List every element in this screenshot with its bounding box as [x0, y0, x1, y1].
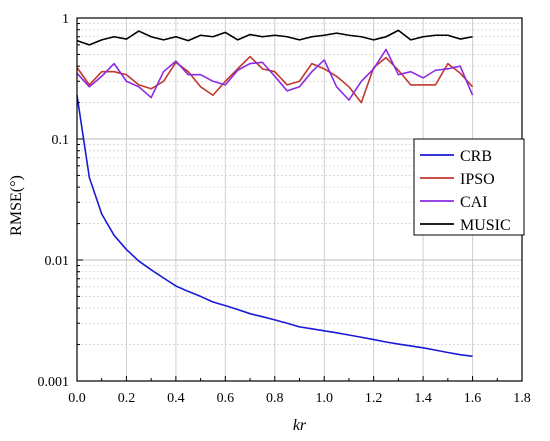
series-line-cai: [76, 48, 474, 101]
legend-label-ipso: IPSO: [460, 171, 495, 188]
y-tick-label: 0.01: [45, 254, 70, 269]
x-tick-label: 0.4: [167, 391, 185, 406]
x-tick-label: 0.0: [68, 391, 86, 406]
x-tick-label: 1.2: [365, 391, 383, 406]
x-axis-title: kr: [293, 417, 307, 434]
series-line-ipso: [76, 55, 474, 104]
x-tick-label: 1.8: [513, 391, 531, 406]
y-tick-label: 1: [62, 12, 69, 27]
y-tick-label: 0.1: [52, 133, 70, 148]
axis-tick-labels: 0.0 0.2 0.4 0.6 0.8 1.0 1.2 1.4 1.6 1.8 0.001 0.01 0…: [38, 12, 531, 406]
series-line-crb: [76, 95, 473, 358]
legend-label-music: MUSIC: [460, 217, 511, 234]
x-tick-label: 1.6: [464, 391, 482, 406]
x-tick-label: 0.6: [217, 391, 235, 406]
axis-ticks: [76, 17, 523, 382]
series-line-music: [76, 29, 473, 46]
chart-legend: CRB IPSO CAI MUSIC: [413, 138, 525, 236]
legend-label-cai: CAI: [460, 194, 488, 211]
plot-series-group: [76, 29, 474, 358]
x-tick-label: 0.2: [118, 391, 136, 406]
x-tick-label: 1.4: [414, 391, 432, 406]
y-axis-title: RMSE(°): [8, 175, 25, 236]
legend-label-crb: CRB: [460, 148, 492, 165]
y-tick-label: 0.001: [38, 375, 70, 390]
x-tick-label: 0.8: [266, 391, 284, 406]
x-tick-label: 1.0: [315, 391, 333, 406]
